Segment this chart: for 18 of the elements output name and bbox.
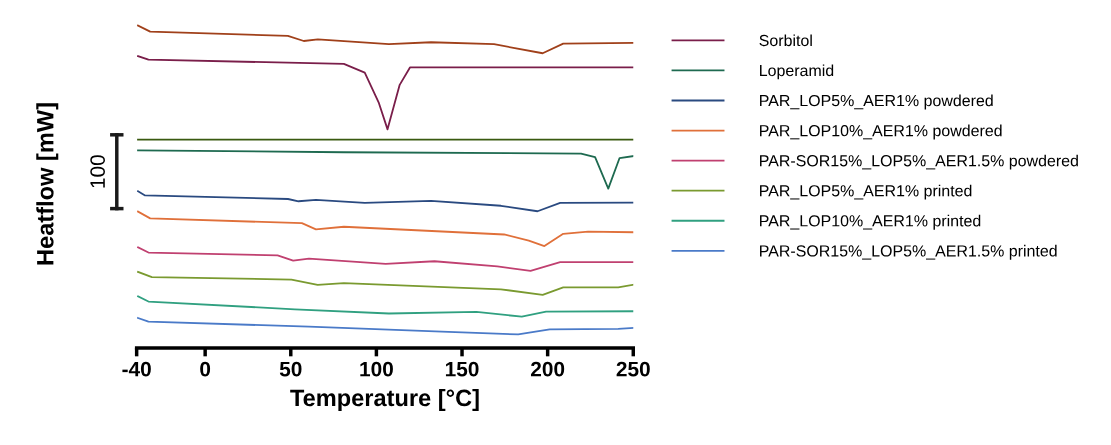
x-tick-label: -40 [122,361,151,377]
legend-label: Sorbitol [759,34,812,47]
legend-label: PAR-SOR15%_LOP5%_AER1.5% powdered [760,154,1078,170]
legend-label: PAR_LOP10%_AER1% printed [760,214,981,230]
legend-label: PAR_LOP10%_AER1% powdered [760,124,1002,140]
legend-label: PAR-SOR15%_LOP5%_AER1.5% printed [760,244,1057,260]
x-tick-label: 50 [279,361,302,377]
x-tick-label: 200 [530,361,565,377]
x-tick-label: 0 [200,361,211,377]
legend-label: PAR_LOP5%_AER1% printed [760,184,972,200]
y-axis-title: Heatflow [mW] [36,103,59,265]
x-tick-label: 100 [360,361,393,377]
legend-label: PAR_LOP5%_AER1% powdered [760,94,993,110]
text: 100 [90,155,105,188]
x-tick-label: 250 [616,361,650,377]
legend-label: Loperamid [760,64,834,80]
x-tick-label: 150 [445,361,479,377]
x-axis-title: Temperature [°C] [290,388,479,411]
